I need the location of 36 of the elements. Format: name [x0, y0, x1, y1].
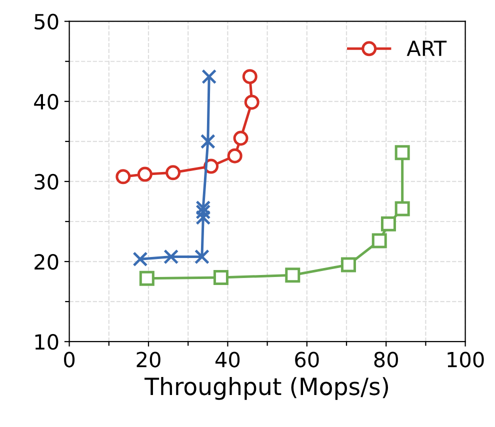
x-tick-label: 40: [215, 352, 240, 368]
point: [116, 169, 131, 184]
x-tick-label: 20: [136, 352, 160, 368]
point: [202, 69, 217, 84]
point: [213, 270, 228, 286]
y-tick-label: 50: [34, 14, 58, 30]
point: [164, 249, 179, 264]
point: [200, 134, 216, 149]
point: [242, 69, 258, 84]
point: [194, 249, 210, 264]
point: [137, 166, 152, 182]
y-tick-label: 30: [34, 174, 58, 190]
point: [196, 210, 211, 226]
point: [196, 204, 211, 220]
point: [394, 201, 410, 216]
y-tick-label: 20: [34, 254, 58, 270]
x-tick-label: 0: [64, 352, 75, 368]
point: [285, 268, 300, 283]
point: [380, 216, 396, 232]
point: [227, 148, 242, 164]
y-tick-label: 10: [35, 334, 58, 350]
point: [166, 165, 181, 180]
x-tick-label: 100: [448, 352, 484, 368]
y-tick-label: 40: [34, 94, 58, 110]
point: [233, 130, 248, 146]
x-axis-title: Throughput (Mops/s): [144, 377, 388, 400]
point: [340, 257, 356, 272]
point: [196, 200, 211, 216]
point: [139, 270, 154, 286]
point: [244, 94, 260, 110]
point: [394, 145, 410, 160]
point: [372, 233, 387, 248]
x-tick-label: 80: [374, 352, 398, 368]
x-tick-label: 60: [295, 352, 319, 368]
point: [132, 252, 148, 267]
legend-label: ART: [406, 40, 447, 56]
